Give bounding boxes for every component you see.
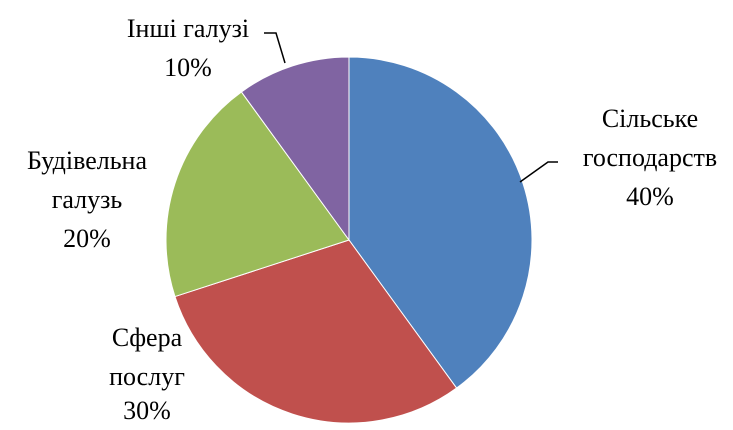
pie-slice [165,91,350,298]
slice-percent: 20% [63,224,111,253]
slice-percent: 10% [164,53,212,82]
slice-label: Будівельна галузь [26,146,148,214]
leader-line [519,161,558,183]
pie-slice [174,239,458,423]
slice-label: Сільське господарств [582,104,718,172]
pie-slice [240,56,350,242]
slice-percent: 40% [626,182,674,211]
slice-label: Інші галузі [126,14,250,43]
leader-line [264,32,286,64]
slice-percent: 30% [123,396,171,425]
pie-slice [348,56,533,389]
slice-label: Сфера послуг [109,323,185,391]
